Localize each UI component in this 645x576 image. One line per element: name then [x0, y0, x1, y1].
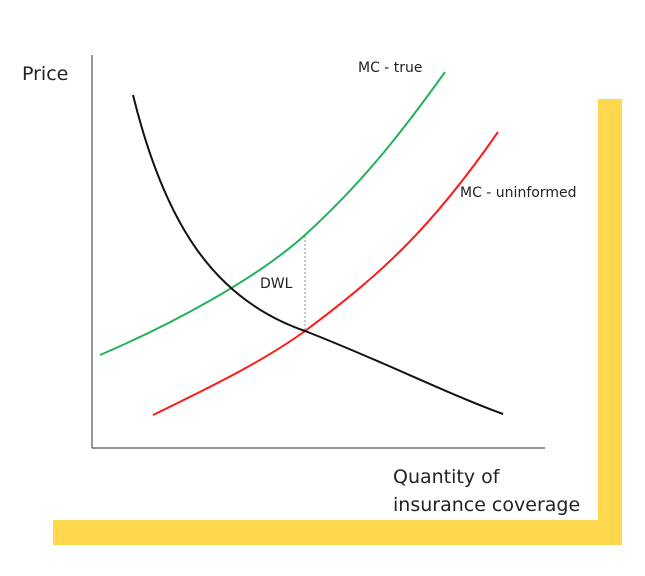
dwl-label: DWL — [260, 276, 293, 292]
demand-curve — [132, 94, 504, 415]
highlight-bar-vertical — [598, 99, 622, 545]
mc-true-curve — [99, 71, 446, 356]
x-axis-label-line2: insurance coverage — [393, 494, 581, 516]
mc-uninformed-curve — [152, 131, 499, 416]
mc-uninformed-label: MC - uninformed — [460, 185, 577, 201]
x-axis-label-line1: Quantity of — [393, 466, 500, 488]
mc-true-label: MC - true — [358, 60, 423, 76]
highlight-bar-horizontal — [53, 520, 622, 545]
y-axis-label: Price — [22, 63, 69, 85]
